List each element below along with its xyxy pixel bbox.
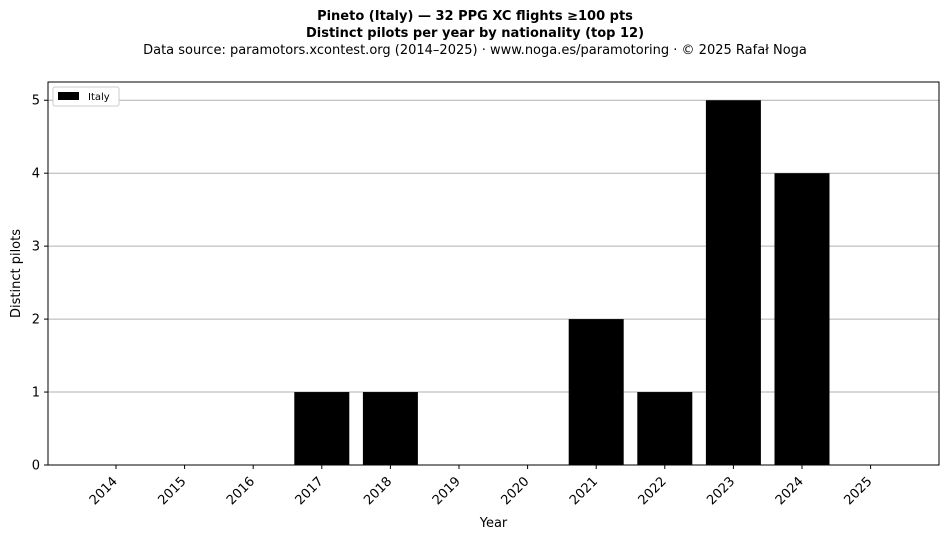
x-tick-label-2018: 2018: [361, 474, 395, 508]
legend-label-italy: Italy: [88, 92, 110, 103]
plot-area-frame: [47, 81, 940, 466]
x-tick-label-2014: 2014: [87, 474, 121, 508]
x-tick-label-2024: 2024: [773, 474, 807, 508]
x-tick-label-2020: 2020: [498, 474, 532, 508]
y-tick-label-2: 2: [32, 313, 40, 328]
bar-2017: [294, 392, 350, 465]
bar-2018: [362, 392, 418, 465]
legend-box: [52, 86, 120, 107]
y-axis-label: Distinct pilots: [9, 229, 24, 318]
bar-2023: [705, 100, 761, 465]
chart-title: Pineto (Italy) — 32 PPG XC flights ≥100 …: [317, 9, 633, 24]
x-tick-label-2017: 2017: [293, 474, 327, 508]
bars: [294, 100, 830, 465]
y-tick-label-1: 1: [32, 386, 40, 401]
legend: Italy: [52, 86, 120, 107]
x-tick-label-2015: 2015: [155, 474, 189, 508]
y-tick-label-5: 5: [32, 94, 40, 109]
y-tick-label-3: 3: [32, 240, 40, 255]
x-tick-label-2022: 2022: [636, 474, 670, 508]
x-tick-label-2025: 2025: [841, 474, 875, 508]
x-axis-label: Year: [479, 516, 508, 531]
y-axis-ticks: 0 1 2 3 4 5: [32, 94, 48, 474]
chart-subtitle: Distinct pilots per year by nationality …: [305, 26, 645, 41]
y-tick-label-4: 4: [32, 167, 40, 182]
bar-2024: [774, 173, 830, 465]
x-tick-label-2019: 2019: [430, 474, 464, 508]
y-tick-label-0: 0: [32, 459, 40, 474]
x-tick-label-2021: 2021: [567, 474, 601, 508]
x-axis-ticks: 2014 2015 2016 2017 2018 2019 2020 2021 2022 2023…: [87, 465, 875, 508]
chart-title-block: Pineto (Italy) — 32 PPG XC flights ≥100 …: [0, 8, 950, 59]
x-tick-label-2023: 2023: [704, 474, 738, 508]
legend-swatch-italy: [58, 92, 79, 100]
bar-2021: [568, 319, 624, 465]
bar-2022: [637, 392, 693, 465]
chart-source-note: Data source: paramotors.xcontest.org (20…: [143, 43, 807, 58]
x-tick-label-2016: 2016: [224, 474, 258, 508]
